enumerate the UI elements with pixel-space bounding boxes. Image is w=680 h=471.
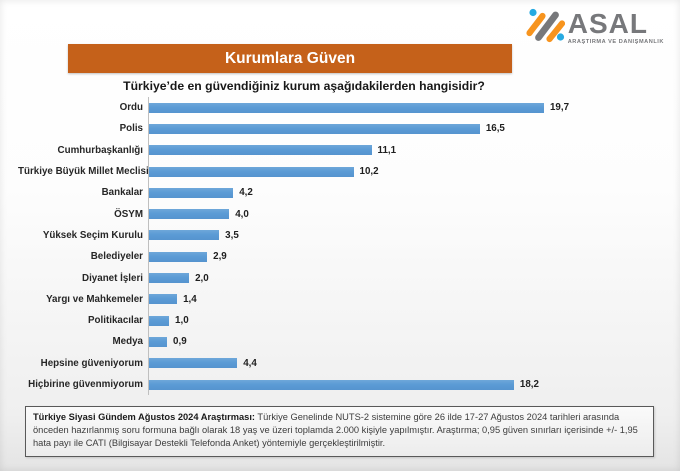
- chart-row: Yüksek Seçim Kurulu 3,5: [18, 224, 662, 247]
- methodology-note: Türkiye Siyasi Gündem Ağustos 2024 Araşt…: [25, 406, 654, 457]
- value-label: 18,2: [519, 379, 539, 390]
- bar: [149, 336, 168, 347]
- category-label: Bankalar: [101, 187, 143, 199]
- value-label: 4,2: [239, 187, 253, 199]
- category-label: Medya: [112, 336, 144, 348]
- category-label: Türkiye Büyük Millet Meclisi: [18, 166, 149, 178]
- logo-name: ASAL: [567, 8, 648, 39]
- slide-title-banner: Kurumlara Güven: [68, 44, 512, 73]
- plot-area: 10,2: [148, 160, 550, 183]
- chart-row: Türkiye Büyük Millet Meclisi 10,2: [18, 160, 662, 183]
- category-label: Diyanet İşleri: [82, 272, 143, 284]
- chart-row: Diyanet İşleri 2,0: [18, 267, 662, 289]
- plot-area: 1,0: [148, 309, 550, 332]
- value-label: 4,0: [235, 208, 249, 220]
- logo-tagline: ARAŞTIRMA VE DANIŞMANLIK: [567, 39, 664, 45]
- category-label: Polis: [119, 123, 143, 135]
- bar: [149, 102, 544, 113]
- value-label: 1,4: [183, 293, 197, 305]
- value-label: 11,1: [377, 144, 397, 156]
- bar-chart: Ordu 19,7 Polis 16,5 Cumhurbaşkanlığı 11,1 Tür…: [18, 97, 662, 396]
- chart-row: Hiçbirine güvenmiyorum 18,2: [18, 373, 662, 396]
- chart-question: Türkiye’de en güvendiğiniz kurum aşağıda…: [123, 79, 485, 93]
- chart-row: ÖSYM 4,0: [18, 203, 662, 225]
- chart-row: Bankalar 4,2: [18, 182, 662, 204]
- plot-area: 2,9: [148, 246, 550, 268]
- value-label: 16,5: [485, 123, 505, 135]
- chart-row: Medya 0,9: [18, 331, 662, 353]
- chart-row: Cumhurbaşkanlığı 11,1: [18, 139, 662, 161]
- plot-area: 0,9: [148, 331, 550, 353]
- slide-title: Kurumlara Güven: [224, 49, 356, 67]
- bar: [149, 166, 354, 177]
- plot-area: 2,0: [148, 267, 550, 289]
- chart-row: Hepsine güveniyorum 4,4: [18, 352, 662, 374]
- value-label: 19,7: [549, 102, 570, 114]
- methodology-note-lead: Türkiye Siyasi Gündem Ağustos 2024 Araşt…: [33, 412, 256, 422]
- bar: [149, 315, 170, 326]
- plot-area: 4,0: [148, 203, 550, 225]
- asal-logo-icon: [526, 8, 565, 43]
- category-label: Hepsine güveniyorum: [40, 357, 143, 369]
- category-label: ÖSYM: [114, 208, 143, 220]
- category-label: Hiçbirine güvenmiyorum: [28, 379, 143, 390]
- plot-area: 4,2: [148, 182, 550, 204]
- chart-row: Polis 16,5: [18, 118, 662, 140]
- value-label: 2,0: [195, 272, 209, 284]
- plot-area: 19,7: [148, 97, 569, 119]
- bar: [149, 230, 220, 241]
- plot-area: 16,5: [148, 118, 550, 140]
- plot-area: 1,4: [148, 288, 550, 310]
- value-label: 1,0: [175, 315, 189, 327]
- bar: [149, 379, 514, 390]
- category-label: Ordu: [119, 102, 143, 114]
- category-label: Belediyeler: [90, 251, 143, 263]
- value-label: 4,4: [243, 357, 257, 369]
- plot-area: 18,2: [148, 373, 550, 396]
- category-label: Politikacılar: [88, 315, 143, 327]
- bar: [149, 209, 230, 220]
- bar: [149, 358, 238, 369]
- value-label: 3,5: [225, 229, 239, 241]
- chart-row: Yargı ve Mahkemeler 1,4: [18, 288, 662, 310]
- plot-area: 3,5: [148, 224, 550, 247]
- value-label: 2,9: [213, 251, 227, 263]
- value-label: 10,2: [359, 166, 379, 178]
- value-label: 0,9: [173, 336, 187, 348]
- category-label: Cumhurbaşkanlığı: [57, 144, 143, 156]
- bar: [149, 273, 190, 284]
- bar: [149, 294, 178, 305]
- plot-area: 11,1: [148, 139, 550, 161]
- category-label: Yargı ve Mahkemeler: [46, 293, 143, 305]
- category-label: Yüksek Seçim Kurulu: [42, 229, 143, 241]
- bar: [149, 145, 372, 156]
- plot-area: 4,4: [148, 352, 550, 374]
- bar: [149, 123, 480, 134]
- bar: [149, 251, 208, 262]
- chart-row: Politikacılar 1,0: [18, 309, 662, 332]
- bar: [149, 187, 234, 198]
- asal-logo: ASAL ARAŞTIRMA VE DANIŞMANLIK: [525, 6, 664, 45]
- methodology-note-body: Türkiye Genelinde NUTS-2 sistemine göre …: [33, 412, 638, 449]
- chart-row: Belediyeler 2,9: [18, 246, 662, 268]
- chart-row: Ordu 19,7: [18, 97, 662, 119]
